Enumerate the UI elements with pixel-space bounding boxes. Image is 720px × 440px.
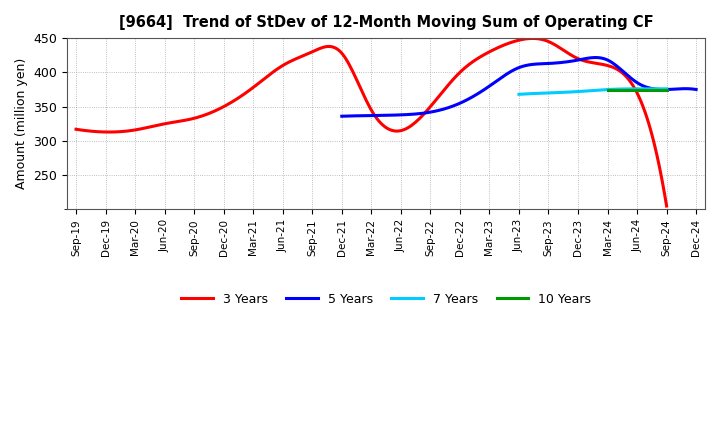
7 Years [603,87,611,92]
Legend: 3 Years, 5 Years, 7 Years, 10 Years: 3 Years, 5 Years, 7 Years, 10 Years [176,288,596,311]
Title: [9664]  Trend of StDev of 12-Month Moving Sum of Operating CF: [9664] Trend of StDev of 12-Month Moving… [119,15,653,30]
10 Years [633,87,642,92]
7 Years [636,86,645,92]
3 Years [421,110,430,115]
7 Years [605,87,613,92]
5 Years [591,55,600,60]
Line: 3 Years: 3 Years [76,38,667,206]
3 Years [423,107,432,113]
3 Years [72,127,81,132]
10 Years [603,87,612,92]
3 Years [73,127,82,132]
5 Years [547,61,556,66]
7 Years [649,86,657,92]
3 Years [609,65,618,70]
3 Years [662,203,671,209]
7 Years [602,87,611,92]
5 Years [554,60,563,66]
3 Years [433,95,442,101]
5 Years [637,83,646,88]
5 Years [549,61,557,66]
Line: 5 Years: 5 Years [342,58,696,116]
Y-axis label: Amount (million yen): Amount (million yen) [15,58,28,189]
5 Years [338,114,346,119]
Line: 7 Years: 7 Years [519,89,667,94]
7 Years [515,92,523,97]
7 Years [639,86,648,92]
5 Years [338,114,347,119]
3 Years [528,36,536,41]
10 Years [662,87,671,92]
7 Years [662,86,671,92]
3 Years [572,55,580,60]
5 Years [660,87,668,92]
7 Years [515,92,523,97]
5 Years [692,87,701,92]
